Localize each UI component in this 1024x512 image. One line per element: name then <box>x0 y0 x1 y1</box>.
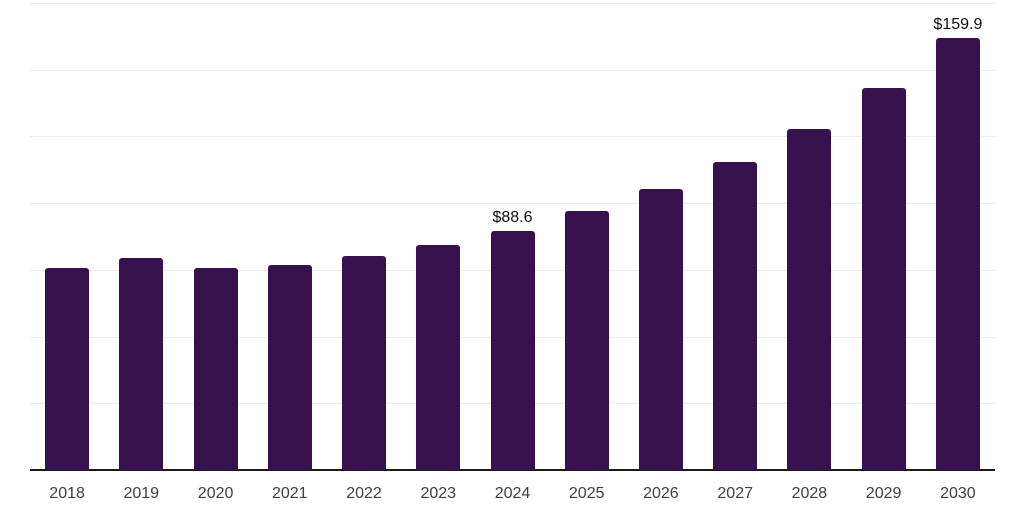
x-axis-tick-labels: 2018 2019 2020 2021 2022 2023 2024 2025 2026 2027… <box>30 485 995 505</box>
data-label-2030: $159.9 <box>933 15 983 33</box>
bar-2021[interactable] <box>267 265 312 470</box>
x-tick-2028: 2028 <box>791 485 828 502</box>
data-label-2024: $88.6 <box>492 208 533 226</box>
bar-2025[interactable] <box>564 211 609 470</box>
gridline <box>30 203 995 204</box>
x-tick-2022: 2022 <box>346 485 382 502</box>
gridline <box>30 70 995 71</box>
x-axis-line <box>30 469 995 471</box>
bar-2030[interactable] <box>935 38 980 470</box>
x-tick-2029: 2029 <box>865 485 902 502</box>
x-tick-2019: 2019 <box>123 485 160 502</box>
bar-2023[interactable] <box>416 245 461 470</box>
bar-2028[interactable] <box>787 129 832 470</box>
x-tick-2025: 2025 <box>568 485 605 502</box>
gridline <box>30 136 995 137</box>
x-tick-2027: 2027 <box>717 485 753 502</box>
bar-2024[interactable] <box>490 231 535 470</box>
bar-2026[interactable] <box>639 189 683 470</box>
x-tick-2023: 2023 <box>420 485 457 502</box>
x-tick-2020: 2020 <box>197 485 234 502</box>
x-tick-2018: 2018 <box>49 485 85 502</box>
bar-2019[interactable] <box>119 258 164 470</box>
bar-2018[interactable] <box>45 268 90 470</box>
plot-area: $88.6 $159.9 <box>30 3 995 471</box>
x-tick-2030: 2030 <box>940 485 976 502</box>
gridline <box>30 3 995 4</box>
x-tick-2026: 2026 <box>643 485 679 502</box>
bar-2020[interactable] <box>193 268 238 470</box>
x-tick-2024: 2024 <box>494 485 531 502</box>
x-tick-2021: 2021 <box>271 485 308 502</box>
bar-2022[interactable] <box>342 256 386 470</box>
bar-2029[interactable] <box>861 88 906 470</box>
bar-2027[interactable] <box>713 162 758 470</box>
